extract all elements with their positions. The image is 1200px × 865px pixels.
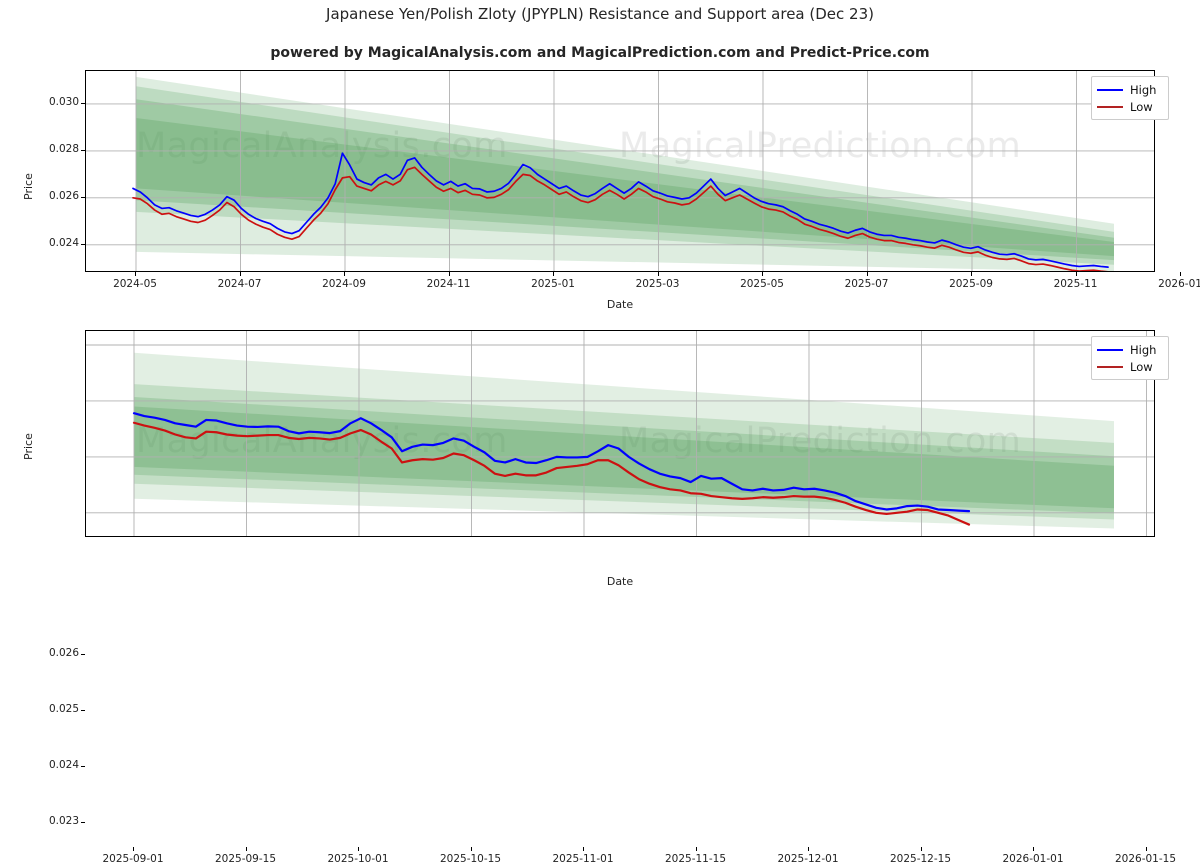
x-tick-label: 2026-01: [1158, 278, 1200, 290]
legend-label-high: High: [1130, 82, 1157, 97]
x-tick-label: 2024-07: [217, 278, 262, 290]
x-tick-mark: [920, 847, 922, 851]
x-tick-label: 2024-09: [322, 278, 366, 290]
y-tick-label: 0.026: [48, 189, 79, 202]
x-tick-mark: [762, 272, 763, 276]
x-tick-label: 2025-12-15: [889, 853, 952, 865]
x-tick-label: 2026-01-01: [1002, 853, 1064, 865]
legend-item-high[interactable]: High: [1097, 81, 1161, 98]
x-tick-mark: [1180, 272, 1181, 276]
bottom-plot-area: MagicalAnalysis.com MagicalPrediction.co…: [85, 330, 1155, 537]
y-tick-mark: [81, 196, 85, 198]
x-tick-label: 2025-11-15: [664, 853, 727, 865]
x-tick-mark: [239, 272, 241, 276]
y-tick-mark: [81, 709, 85, 711]
bottom-x-axis-label: Date: [606, 575, 634, 588]
y-tick-mark: [81, 102, 85, 104]
x-tick-label: 2024-05: [113, 278, 157, 290]
legend-label-high-bottom: High: [1130, 342, 1157, 357]
x-tick-label: 2026-01-15: [1114, 853, 1177, 865]
y-tick-label: 0.024: [48, 758, 79, 771]
top-bands-and-grid: [86, 71, 1154, 271]
high-line-swatch-icon: [1097, 88, 1123, 91]
x-tick-mark: [657, 272, 659, 276]
x-tick-label: 2025-05: [740, 278, 784, 290]
x-tick-label: 2025-11-01: [552, 853, 614, 865]
x-tick-mark: [344, 272, 345, 276]
top-plot-area: MagicalAnalysis.com MagicalPrediction.co…: [85, 70, 1155, 272]
y-tick-label: 0.024: [48, 236, 79, 249]
y-tick-mark: [81, 243, 85, 245]
x-tick-mark: [553, 272, 554, 276]
x-tick-mark: [1033, 847, 1034, 851]
x-tick-mark: [133, 847, 134, 851]
x-tick-label: 2025-09: [949, 278, 993, 290]
low-line-swatch-icon: [1097, 105, 1123, 108]
bottom-legend[interactable]: High Low: [1091, 336, 1169, 380]
x-tick-mark: [1145, 847, 1147, 851]
x-tick-label: 2025-11: [1053, 278, 1098, 290]
y-tick-mark: [81, 821, 85, 823]
y-tick-label: 0.030: [48, 95, 79, 108]
x-tick-label: 2025-10-15: [439, 853, 502, 865]
x-tick-label: 2025-07: [844, 278, 889, 290]
x-tick-mark: [971, 272, 972, 276]
bottom-price-lines: [132, 412, 971, 526]
x-tick-mark: [448, 272, 450, 276]
x-tick-mark: [1075, 272, 1077, 276]
y-tick-mark: [81, 149, 85, 151]
page-title: Japanese Yen/Polish Zloty (JPYPLN) Resis…: [326, 5, 874, 23]
legend-item-low[interactable]: Low: [1097, 98, 1161, 115]
high-line-swatch-icon: [1097, 348, 1123, 351]
legend-label-low: Low: [1130, 99, 1153, 114]
top-legend[interactable]: High Low: [1091, 76, 1169, 120]
x-tick-label: 2025-12-01: [777, 853, 839, 865]
x-tick-label: 2024-11: [426, 278, 471, 290]
y-tick-label: 0.026: [48, 646, 79, 659]
x-tick-mark: [695, 847, 697, 851]
x-tick-mark: [583, 847, 584, 851]
x-tick-mark: [808, 847, 809, 851]
x-tick-mark: [245, 847, 247, 851]
x-tick-mark: [358, 847, 359, 851]
x-tick-label: 2025-09-15: [214, 853, 277, 865]
y-tick-label: 0.023: [48, 814, 79, 827]
y-tick-mark: [81, 653, 85, 655]
y-tick-label: 0.025: [48, 702, 79, 715]
top-chart-panel: Price MagicalAnalysis.com MagicalPredict…: [0, 0, 1200, 311]
x-tick-mark: [135, 272, 136, 276]
low-line-swatch-icon: [1097, 365, 1123, 368]
legend-label-low-bottom: Low: [1130, 359, 1153, 374]
x-tick-mark: [866, 272, 868, 276]
x-tick-mark: [470, 847, 472, 851]
x-tick-label: 2025-03: [635, 278, 680, 290]
bottom-chart-panel: Price MagicalAnalysis.com MagicalPredict…: [0, 310, 1200, 865]
top-price-lines: [132, 152, 1109, 271]
page-subtitle: powered by MagicalAnalysis.com and Magic…: [270, 45, 930, 61]
legend-item-high-bottom[interactable]: High: [1097, 341, 1161, 358]
x-tick-label: 2025-09-01: [102, 853, 164, 865]
x-tick-label: 2025-01: [531, 278, 575, 290]
legend-item-low-bottom[interactable]: Low: [1097, 358, 1161, 375]
top-x-axis-label: Date: [606, 298, 634, 311]
bottom-y-axis-label: Price: [22, 433, 35, 460]
y-tick-mark: [81, 765, 85, 767]
x-tick-label: 2025-10-01: [327, 853, 389, 865]
y-tick-label: 0.028: [48, 142, 79, 155]
